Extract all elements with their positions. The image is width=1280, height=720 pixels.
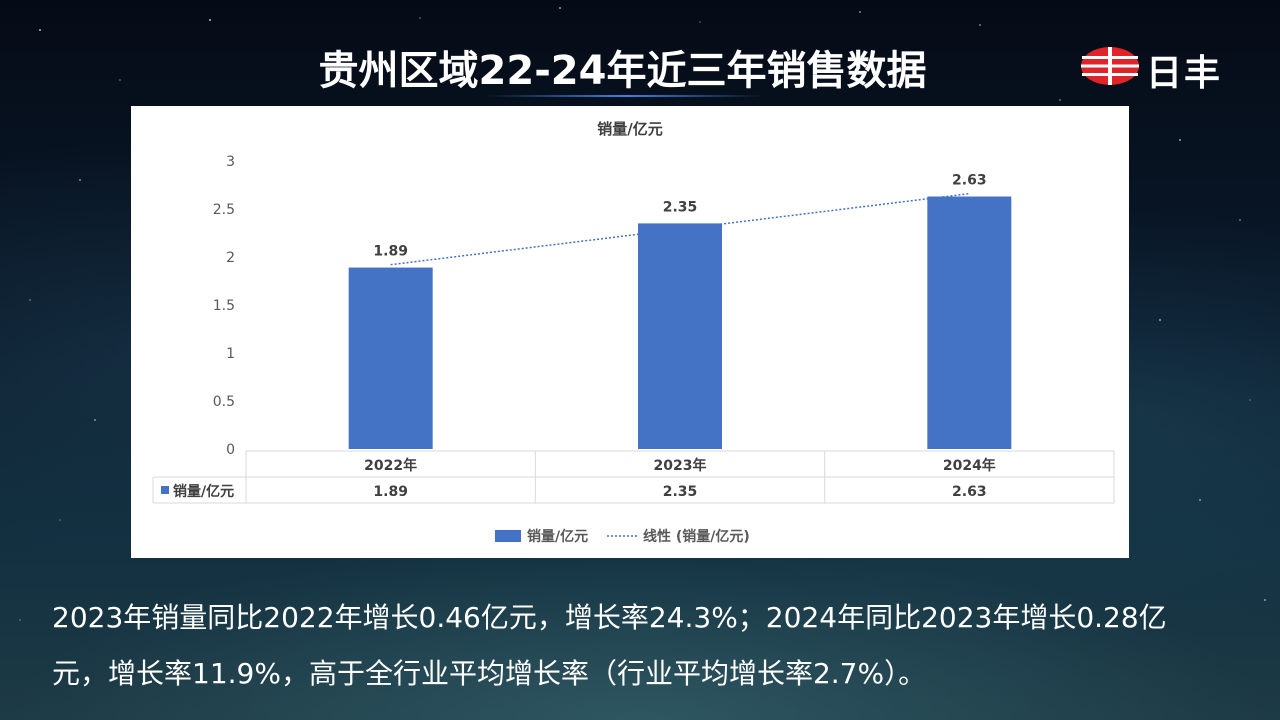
chart-title: 销量/亿元 bbox=[597, 120, 662, 138]
x-category-label: 2024年 bbox=[943, 457, 996, 474]
brand-logo: 日丰 bbox=[1080, 46, 1240, 94]
table-cell: 2.63 bbox=[952, 484, 987, 500]
sales-bar-chart: 销量/亿元 0 0.5 1 1.5 2 2.5 3 1.89 2.35 2.63 2022年 20… bbox=[152, 120, 1115, 545]
rifeng-logo-icon bbox=[1081, 47, 1139, 85]
summary-text: 2023年销量同比2022年增长0.46亿元，增长率24.3%；2024年同比2… bbox=[52, 590, 1277, 702]
table-row-label: 销量/亿元 bbox=[173, 483, 234, 500]
y-tick-label: 1.5 bbox=[213, 298, 235, 314]
title-underline bbox=[485, 95, 765, 97]
legend-label: 线性 (销量/亿元) bbox=[643, 528, 750, 545]
table-cell: 2.35 bbox=[663, 484, 698, 500]
y-tick-label: 3 bbox=[226, 154, 235, 170]
bar bbox=[638, 223, 722, 449]
x-category-label: 2022年 bbox=[364, 457, 417, 474]
logo-text: 日丰 bbox=[1146, 53, 1223, 94]
table-cell: 1.89 bbox=[373, 484, 408, 500]
y-tick-label: 1 bbox=[226, 346, 235, 362]
bar bbox=[927, 196, 1012, 449]
y-tick-label: 0.5 bbox=[213, 394, 235, 410]
summary-line-2: 元，增长率11.9%，高于全行业平均增长率（行业平均增长率2.7%）。 bbox=[52, 657, 927, 690]
page-title: 贵州区域22-24年近三年销售数据 bbox=[318, 48, 927, 94]
legend-bar-swatch bbox=[495, 530, 521, 542]
y-tick-label: 2.5 bbox=[213, 202, 235, 218]
summary-line-1: 2023年销量同比2022年增长0.46亿元，增长率24.3%；2024年同比2… bbox=[52, 601, 1167, 634]
data-label: 1.89 bbox=[373, 244, 408, 260]
x-category-label: 2023年 bbox=[654, 457, 707, 474]
data-label: 2.63 bbox=[952, 173, 987, 189]
chart-panel: 销量/亿元 0 0.5 1 1.5 2 2.5 3 1.89 2.35 2.63 2022年 20… bbox=[131, 106, 1129, 558]
y-tick-label: 2 bbox=[226, 250, 235, 266]
legend-label: 销量/亿元 bbox=[527, 528, 588, 545]
bar bbox=[348, 267, 433, 449]
y-tick-label: 0 bbox=[226, 442, 235, 458]
data-label: 2.35 bbox=[663, 199, 698, 215]
table-legend-key bbox=[161, 486, 169, 494]
trendline bbox=[390, 192, 970, 266]
